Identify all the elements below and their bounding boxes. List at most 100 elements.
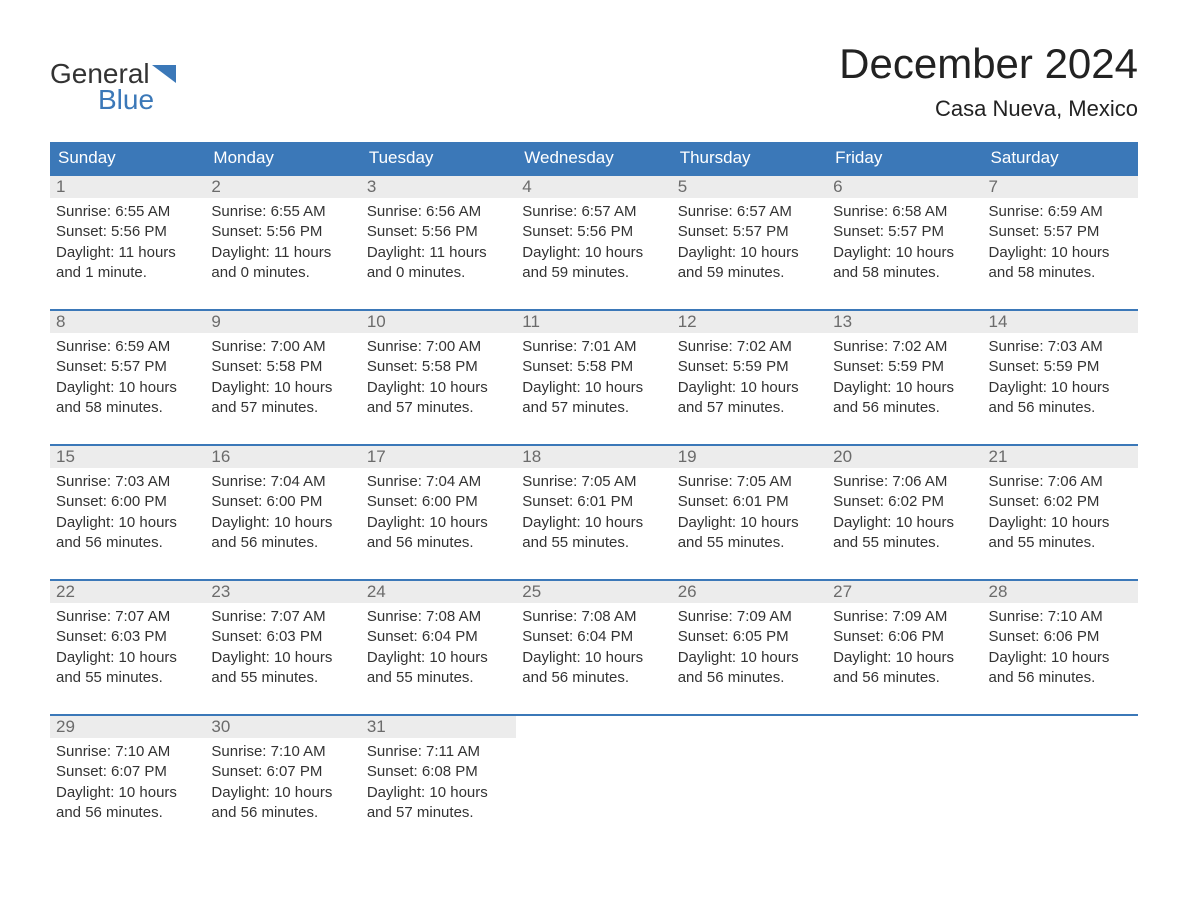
sunrise-line: Sunrise: 7:08 AM [522, 607, 665, 627]
month-title: December 2024 [839, 40, 1138, 88]
daylight-line: Daylight: 10 hours and 56 minutes. [211, 783, 354, 824]
day-number: 7 [983, 176, 1138, 198]
day-content: Sunrise: 6:55 AMSunset: 5:56 PMDaylight:… [50, 198, 205, 287]
day-number: 23 [205, 581, 360, 603]
day-header: Thursday [672, 142, 827, 174]
daylight-line: Daylight: 10 hours and 57 minutes. [522, 378, 665, 419]
day-header: Monday [205, 142, 360, 174]
day-content: Sunrise: 7:10 AMSunset: 6:06 PMDaylight:… [983, 603, 1138, 692]
daylight-line: Daylight: 10 hours and 58 minutes. [833, 243, 976, 284]
daylight-line: Daylight: 10 hours and 55 minutes. [833, 513, 976, 554]
day-content: Sunrise: 6:59 AMSunset: 5:57 PMDaylight:… [983, 198, 1138, 287]
day-content: Sunrise: 7:07 AMSunset: 6:03 PMDaylight:… [205, 603, 360, 692]
sunrise-line: Sunrise: 6:58 AM [833, 202, 976, 222]
daylight-line: Daylight: 11 hours and 0 minutes. [211, 243, 354, 284]
sunrise-line: Sunrise: 6:56 AM [367, 202, 510, 222]
daylight-line: Daylight: 10 hours and 56 minutes. [56, 513, 199, 554]
day-content: Sunrise: 7:10 AMSunset: 6:07 PMDaylight:… [205, 738, 360, 827]
sunrise-line: Sunrise: 7:02 AM [833, 337, 976, 357]
sunrise-line: Sunrise: 7:07 AM [56, 607, 199, 627]
sunrise-line: Sunrise: 7:06 AM [833, 472, 976, 492]
calendar-day: 26Sunrise: 7:09 AMSunset: 6:05 PMDayligh… [672, 581, 827, 692]
logo-text-blue: Blue [98, 84, 154, 116]
day-number: 15 [50, 446, 205, 468]
sunrise-line: Sunrise: 7:03 AM [989, 337, 1132, 357]
calendar-day: 21Sunrise: 7:06 AMSunset: 6:02 PMDayligh… [983, 446, 1138, 557]
calendar-day: 31Sunrise: 7:11 AMSunset: 6:08 PMDayligh… [361, 716, 516, 827]
day-number: 28 [983, 581, 1138, 603]
sunrise-line: Sunrise: 7:08 AM [367, 607, 510, 627]
calendar-day: 20Sunrise: 7:06 AMSunset: 6:02 PMDayligh… [827, 446, 982, 557]
daylight-line: Daylight: 10 hours and 57 minutes. [678, 378, 821, 419]
sunset-line: Sunset: 6:04 PM [522, 627, 665, 647]
day-number: 18 [516, 446, 671, 468]
calendar-day: 23Sunrise: 7:07 AMSunset: 6:03 PMDayligh… [205, 581, 360, 692]
sunrise-line: Sunrise: 7:07 AM [211, 607, 354, 627]
day-content: Sunrise: 7:03 AMSunset: 5:59 PMDaylight:… [983, 333, 1138, 422]
day-number: 2 [205, 176, 360, 198]
day-header: Wednesday [516, 142, 671, 174]
calendar-week: 1Sunrise: 6:55 AMSunset: 5:56 PMDaylight… [50, 174, 1138, 287]
calendar-day: 12Sunrise: 7:02 AMSunset: 5:59 PMDayligh… [672, 311, 827, 422]
day-content: Sunrise: 7:09 AMSunset: 6:06 PMDaylight:… [827, 603, 982, 692]
calendar-day: 18Sunrise: 7:05 AMSunset: 6:01 PMDayligh… [516, 446, 671, 557]
sunrise-line: Sunrise: 6:57 AM [522, 202, 665, 222]
sunset-line: Sunset: 5:57 PM [833, 222, 976, 242]
sunrise-line: Sunrise: 7:09 AM [678, 607, 821, 627]
day-number: 3 [361, 176, 516, 198]
calendar-day: 4 Sunrise: 6:57 AMSunset: 5:56 PMDaylight… [516, 176, 671, 287]
daylight-line: Daylight: 10 hours and 59 minutes. [678, 243, 821, 284]
daylight-line: Daylight: 10 hours and 56 minutes. [678, 648, 821, 689]
calendar-day: 16Sunrise: 7:04 AMSunset: 6:00 PMDayligh… [205, 446, 360, 557]
sunset-line: Sunset: 6:06 PM [833, 627, 976, 647]
day-header: Friday [827, 142, 982, 174]
day-header-row: SundayMondayTuesdayWednesdayThursdayFrid… [50, 142, 1138, 174]
calendar-day [827, 716, 982, 827]
day-header: Sunday [50, 142, 205, 174]
sunset-line: Sunset: 6:07 PM [56, 762, 199, 782]
daylight-line: Daylight: 10 hours and 56 minutes. [211, 513, 354, 554]
day-number: 31 [361, 716, 516, 738]
daylight-line: Daylight: 10 hours and 59 minutes. [522, 243, 665, 284]
sunrise-line: Sunrise: 7:00 AM [211, 337, 354, 357]
day-content: Sunrise: 7:03 AMSunset: 6:00 PMDaylight:… [50, 468, 205, 557]
calendar-day: 27Sunrise: 7:09 AMSunset: 6:06 PMDayligh… [827, 581, 982, 692]
day-number: 4 [516, 176, 671, 198]
day-number: 17 [361, 446, 516, 468]
day-number: 25 [516, 581, 671, 603]
calendar-week: 22Sunrise: 7:07 AMSunset: 6:03 PMDayligh… [50, 579, 1138, 692]
sunrise-line: Sunrise: 7:09 AM [833, 607, 976, 627]
logo-flag-icon [152, 65, 176, 83]
daylight-line: Daylight: 10 hours and 55 minutes. [989, 513, 1132, 554]
calendar-day: 5Sunrise: 6:57 AMSunset: 5:57 PMDaylight… [672, 176, 827, 287]
header: General Blue December 2024 Casa Nueva, M… [50, 40, 1138, 122]
calendar-day: 2Sunrise: 6:55 AMSunset: 5:56 PMDaylight… [205, 176, 360, 287]
sunset-line: Sunset: 5:56 PM [522, 222, 665, 242]
day-content: Sunrise: 7:04 AMSunset: 6:00 PMDaylight:… [205, 468, 360, 557]
sunset-line: Sunset: 6:08 PM [367, 762, 510, 782]
daylight-line: Daylight: 10 hours and 55 minutes. [367, 648, 510, 689]
daylight-line: Daylight: 10 hours and 56 minutes. [522, 648, 665, 689]
sunrise-line: Sunrise: 7:04 AM [367, 472, 510, 492]
day-content: Sunrise: 7:05 AMSunset: 6:01 PMDaylight:… [672, 468, 827, 557]
calendar-day: 13Sunrise: 7:02 AMSunset: 5:59 PMDayligh… [827, 311, 982, 422]
daylight-line: Daylight: 10 hours and 57 minutes. [367, 378, 510, 419]
sunset-line: Sunset: 6:02 PM [989, 492, 1132, 512]
sunrise-line: Sunrise: 7:05 AM [522, 472, 665, 492]
sunset-line: Sunset: 5:56 PM [367, 222, 510, 242]
title-block: December 2024 Casa Nueva, Mexico [839, 40, 1138, 122]
day-number: 20 [827, 446, 982, 468]
day-content: Sunrise: 7:08 AMSunset: 6:04 PMDaylight:… [516, 603, 671, 692]
daylight-line: Daylight: 10 hours and 58 minutes. [56, 378, 199, 419]
day-number: 30 [205, 716, 360, 738]
day-content: Sunrise: 6:56 AMSunset: 5:56 PMDaylight:… [361, 198, 516, 287]
calendar-day: 30Sunrise: 7:10 AMSunset: 6:07 PMDayligh… [205, 716, 360, 827]
day-number: 19 [672, 446, 827, 468]
day-number: 21 [983, 446, 1138, 468]
day-number: 1 [50, 176, 205, 198]
daylight-line: Daylight: 10 hours and 56 minutes. [989, 378, 1132, 419]
daylight-line: Daylight: 10 hours and 55 minutes. [678, 513, 821, 554]
day-number: 10 [361, 311, 516, 333]
sunset-line: Sunset: 5:58 PM [367, 357, 510, 377]
daylight-line: Daylight: 10 hours and 55 minutes. [211, 648, 354, 689]
